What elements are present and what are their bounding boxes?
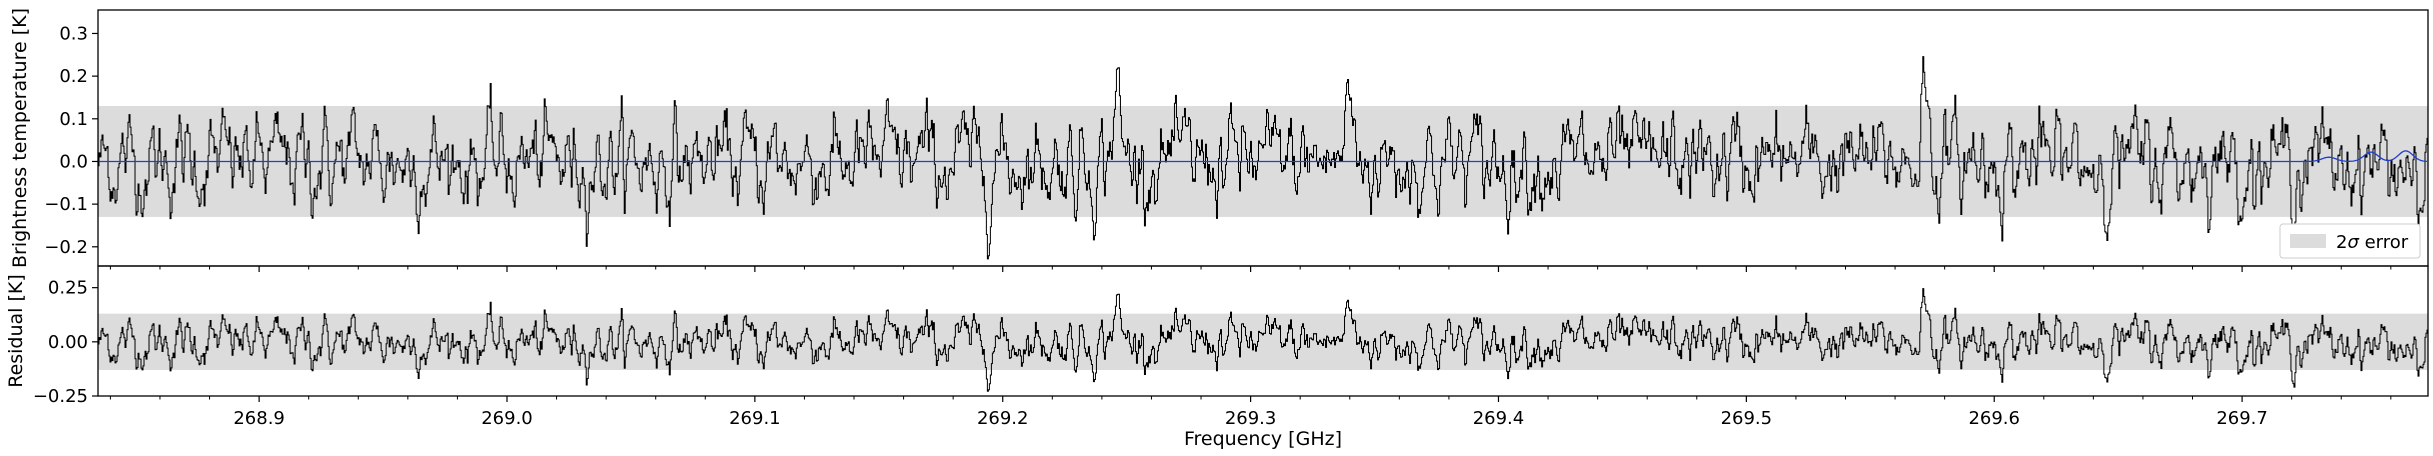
- legend-entry-number: 2: [2336, 232, 2347, 253]
- x-tick-label: 269.2: [977, 408, 1029, 429]
- residual-x-ticks: 268.9 269.0 269.1 269.2 269.3 269.4 269.5 269.6…: [109, 396, 2392, 429]
- y-tick-label: −0.25: [33, 386, 88, 407]
- residual-frame: [97, 265, 2429, 397]
- spectrum-x-ticks: [109, 266, 2392, 272]
- x-tick-label: 269.7: [2216, 408, 2268, 429]
- spectrum-y-axis-label: Brightness temperature [K]: [9, 8, 31, 268]
- y-tick-label: −0.1: [44, 194, 88, 215]
- x-tick-label: 269.5: [1721, 408, 1773, 429]
- legend-entry-sigma: σ: [2347, 232, 2359, 253]
- y-tick-label: 0.2: [59, 66, 88, 87]
- y-tick-label: 0.00: [48, 332, 88, 353]
- residual-error-band: [98, 313, 2428, 370]
- x-tick-label: 268.9: [233, 408, 285, 429]
- residual-line: [98, 288, 2429, 392]
- x-tick-label: 269.1: [729, 408, 781, 429]
- x-tick-label: 269.4: [1473, 408, 1525, 429]
- spectrum-y-ticks: −0.2 −0.1 0.0 0.1 0.2 0.3: [44, 23, 98, 258]
- spectrum-observed-line: [98, 56, 2429, 260]
- residual-y-ticks: −0.25 0.00 0.25: [33, 278, 98, 407]
- x-tick-label: 269.3: [1225, 408, 1277, 429]
- residual-y-axis-label: Residual [K]: [5, 274, 27, 388]
- y-tick-label: −0.2: [44, 237, 88, 258]
- legend-box: [2279, 223, 2421, 259]
- y-tick-label: 0.25: [48, 278, 88, 299]
- x-tick-label: 269.6: [1968, 408, 2020, 429]
- y-tick-label: 0.1: [59, 109, 88, 130]
- legend-swatch: [2290, 234, 2326, 248]
- x-tick-label: 269.0: [481, 408, 533, 429]
- legend: 2σ error: [2279, 223, 2421, 259]
- residual-panel: −0.250.000.25 268.9 269.0 269.1 269.2 269.3 2…: [5, 265, 2429, 429]
- spectrum-panel: −0.2 −0.1 0.0 0.1 0.2 0.3 Brightness temperat…: [9, 8, 2429, 272]
- spectrum-model-line: [98, 150, 2428, 163]
- legend-entry: 2σ error: [2336, 232, 2409, 253]
- y-tick-label: 0.3: [59, 23, 88, 44]
- legend-entry-rest: error: [2359, 232, 2409, 253]
- y-tick-label: 0.0: [59, 151, 88, 172]
- x-axis-label: Frequency [GHz]: [1184, 428, 1342, 450]
